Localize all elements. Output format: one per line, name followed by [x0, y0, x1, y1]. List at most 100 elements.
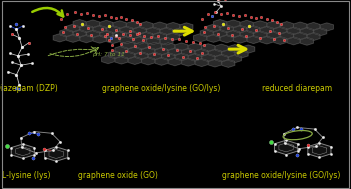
- Text: graphene oxide/lysine (GO/lys): graphene oxide/lysine (GO/lys): [102, 84, 221, 93]
- Polygon shape: [175, 53, 188, 61]
- Polygon shape: [113, 21, 126, 29]
- Polygon shape: [73, 29, 86, 37]
- Polygon shape: [274, 140, 298, 155]
- Polygon shape: [147, 27, 159, 35]
- Polygon shape: [11, 144, 34, 158]
- Polygon shape: [162, 43, 174, 51]
- Polygon shape: [128, 56, 141, 64]
- Polygon shape: [167, 23, 179, 30]
- Text: L-lysine (lys): L-lysine (lys): [2, 171, 51, 180]
- Polygon shape: [260, 26, 273, 34]
- Polygon shape: [194, 34, 206, 42]
- Text: reduced diarepam: reduced diarepam: [261, 84, 332, 93]
- Polygon shape: [128, 46, 141, 54]
- Polygon shape: [80, 25, 93, 33]
- Polygon shape: [87, 30, 99, 38]
- Polygon shape: [140, 32, 153, 40]
- Polygon shape: [87, 20, 99, 28]
- Polygon shape: [93, 25, 106, 33]
- Polygon shape: [235, 50, 248, 58]
- Polygon shape: [220, 25, 233, 33]
- Polygon shape: [73, 20, 86, 28]
- Polygon shape: [133, 36, 146, 44]
- Polygon shape: [148, 42, 161, 50]
- Polygon shape: [202, 54, 214, 62]
- Polygon shape: [108, 51, 121, 59]
- Text: Diazepam (DZP): Diazepam (DZP): [0, 84, 58, 93]
- Polygon shape: [148, 52, 161, 60]
- Polygon shape: [135, 42, 148, 50]
- Polygon shape: [45, 147, 68, 161]
- Polygon shape: [180, 23, 193, 31]
- Polygon shape: [107, 26, 119, 34]
- Polygon shape: [314, 28, 326, 36]
- Polygon shape: [102, 56, 114, 64]
- Polygon shape: [80, 35, 93, 43]
- Polygon shape: [100, 21, 113, 28]
- Polygon shape: [53, 34, 66, 42]
- Polygon shape: [93, 35, 106, 43]
- Polygon shape: [67, 34, 79, 42]
- Polygon shape: [155, 57, 168, 65]
- Polygon shape: [182, 48, 194, 56]
- Text: pH: 7 to 11: pH: 7 to 11: [92, 52, 125, 57]
- Polygon shape: [229, 45, 241, 53]
- Polygon shape: [202, 44, 214, 52]
- Polygon shape: [127, 21, 139, 29]
- Polygon shape: [200, 29, 213, 37]
- Polygon shape: [254, 31, 266, 39]
- Polygon shape: [100, 30, 113, 38]
- Polygon shape: [300, 37, 313, 45]
- Polygon shape: [107, 36, 119, 43]
- Polygon shape: [220, 35, 233, 43]
- Polygon shape: [147, 37, 160, 45]
- Polygon shape: [214, 20, 226, 28]
- Polygon shape: [67, 24, 79, 32]
- Polygon shape: [207, 24, 220, 32]
- Polygon shape: [287, 37, 300, 45]
- Polygon shape: [274, 36, 286, 44]
- Polygon shape: [142, 47, 154, 55]
- Polygon shape: [267, 21, 280, 29]
- Polygon shape: [168, 58, 181, 66]
- Polygon shape: [280, 32, 293, 40]
- Polygon shape: [267, 31, 280, 39]
- Polygon shape: [173, 28, 186, 36]
- Polygon shape: [167, 33, 179, 40]
- Polygon shape: [182, 58, 194, 66]
- Polygon shape: [115, 46, 128, 54]
- Polygon shape: [195, 59, 208, 66]
- Polygon shape: [254, 21, 266, 29]
- Polygon shape: [175, 43, 188, 51]
- Polygon shape: [188, 53, 201, 61]
- Polygon shape: [240, 30, 253, 38]
- Polygon shape: [229, 55, 241, 63]
- Text: graphene oxide (GO): graphene oxide (GO): [78, 171, 158, 180]
- Polygon shape: [242, 45, 254, 53]
- Polygon shape: [307, 33, 320, 40]
- Polygon shape: [222, 50, 234, 57]
- Polygon shape: [160, 27, 173, 35]
- Polygon shape: [294, 22, 306, 30]
- Polygon shape: [274, 26, 286, 34]
- Polygon shape: [247, 26, 260, 34]
- Polygon shape: [234, 25, 246, 33]
- Polygon shape: [122, 51, 134, 59]
- Polygon shape: [122, 41, 134, 49]
- Polygon shape: [162, 53, 174, 60]
- Polygon shape: [153, 32, 166, 40]
- Polygon shape: [222, 59, 235, 67]
- Polygon shape: [127, 31, 139, 39]
- Polygon shape: [155, 47, 168, 55]
- Polygon shape: [215, 44, 228, 52]
- Polygon shape: [120, 26, 133, 34]
- Polygon shape: [307, 23, 320, 30]
- Polygon shape: [215, 54, 228, 62]
- Polygon shape: [227, 20, 240, 28]
- Polygon shape: [234, 35, 246, 43]
- Polygon shape: [120, 36, 133, 44]
- Polygon shape: [240, 21, 253, 28]
- Text: graphene oxide/lysine (GO/lys): graphene oxide/lysine (GO/lys): [221, 171, 340, 180]
- Polygon shape: [214, 29, 226, 37]
- Polygon shape: [133, 26, 146, 34]
